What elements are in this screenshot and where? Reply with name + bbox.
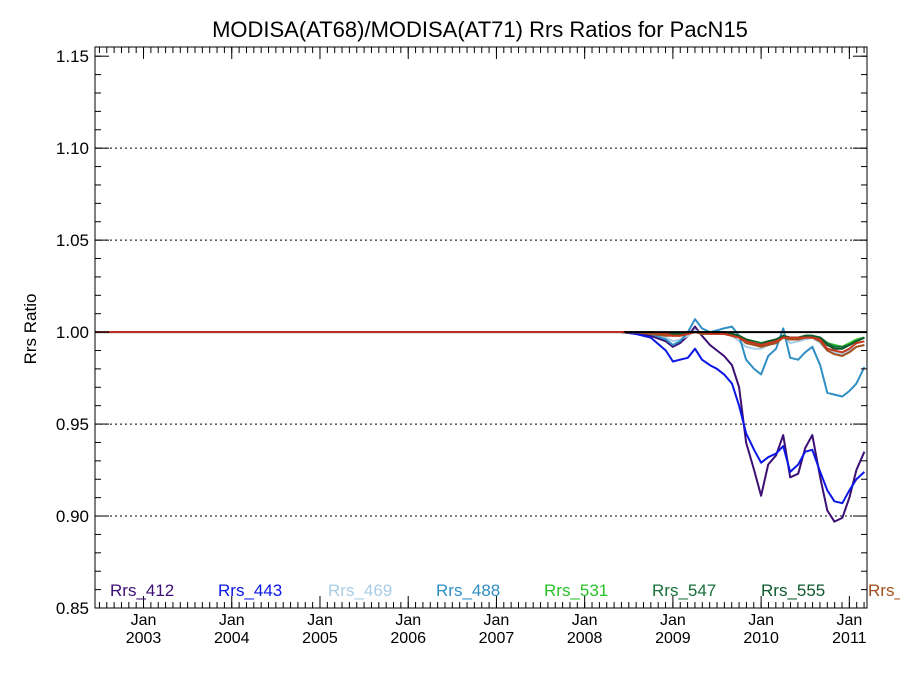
legend-item-6: Rrs_555	[761, 581, 825, 600]
legend: Rrs_412 Rrs_443 Rrs_469 Rrs_488 Rrs_531 Rrs_5…	[110, 581, 900, 600]
legend-item-7: Rrs_	[868, 581, 900, 600]
chart-title: MODISA(AT68)/MODISA(AT71) Rrs Ratios for…	[212, 17, 748, 42]
series-line-rrs-488	[621, 318, 866, 398]
legend-item-1: Rrs_443	[218, 581, 282, 600]
x-tick-year-4: 2007	[479, 630, 515, 647]
x-tick-month-4: Jan	[484, 612, 510, 629]
legend-item-0: Rrs_412	[110, 581, 174, 600]
series-lines	[621, 318, 866, 523]
x-tick-month-2: Jan	[307, 612, 333, 629]
x-tick-month-6: Jan	[660, 612, 686, 629]
legend-item-5: Rrs_547	[652, 581, 716, 600]
legend-item-4: Rrs_531	[544, 581, 608, 600]
x-tick-month-3: Jan	[395, 612, 421, 629]
x-tick-year-8: 2011	[832, 630, 867, 647]
x-tick-month-0: Jan	[131, 612, 157, 629]
series-line-rrs-667	[621, 331, 865, 354]
y-tick-label-4: 1.05	[56, 231, 89, 250]
x-tick-year-5: 2008	[567, 630, 603, 647]
y-tick-label-6: 1.15	[56, 47, 89, 66]
gridlines	[95, 147, 867, 517]
legend-item-3: Rrs_488	[436, 581, 500, 600]
x-tick-year-2: 2005	[302, 630, 338, 647]
y-tick-label-0: 0.85	[56, 599, 89, 618]
y-tick-label-3: 1.00	[56, 323, 89, 342]
x-tick-year-6: 2009	[655, 630, 691, 647]
y-tick-label-5: 1.10	[56, 139, 89, 158]
x-tick-year-3: 2006	[390, 630, 426, 647]
plot-frame	[94, 46, 868, 609]
x-tick-year-0: 2003	[126, 630, 162, 647]
x-tick-month-1: Jan	[219, 612, 245, 629]
x-tick-year-7: 2010	[743, 630, 779, 647]
y-tick-label-1: 0.90	[56, 507, 89, 526]
x-tick-year-1: 2004	[214, 630, 250, 647]
legend-item-2: Rrs_469	[328, 581, 392, 600]
y-tick-label-2: 0.95	[56, 415, 89, 434]
x-tick-month-8: Jan	[836, 612, 862, 629]
axis-ticks: 0.850.900.951.001.051.101.15Jan2003Jan20…	[56, 47, 867, 647]
x-tick-month-7: Jan	[748, 612, 774, 629]
series-line-rrs-412	[621, 325, 866, 523]
series-line-rrs-443	[621, 331, 866, 505]
y-axis-label: Rrs Ratio	[21, 294, 40, 365]
x-tick-month-5: Jan	[572, 612, 598, 629]
